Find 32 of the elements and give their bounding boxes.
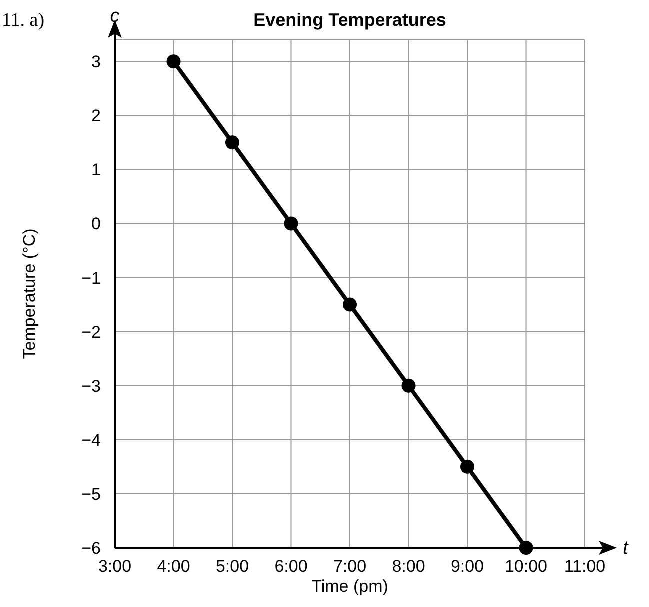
x-tick-label: 11:00 xyxy=(564,557,606,576)
y-tick-label: −5 xyxy=(82,484,101,504)
text: 11. a) xyxy=(2,10,45,31)
x-tick-label: 6:00 xyxy=(274,557,308,576)
text: c xyxy=(110,6,120,27)
x-tick-label: 5:00 xyxy=(216,557,250,576)
point xyxy=(284,216,298,231)
point xyxy=(166,54,181,69)
x-tick-label: 9:00 xyxy=(450,557,484,576)
text: t xyxy=(623,538,629,559)
y-axis-title: Temperature (°C) xyxy=(20,228,39,360)
y-tick-label: −6 xyxy=(82,539,101,558)
y-tick-label: 1 xyxy=(92,160,101,180)
x-axis-title: Time (pm) xyxy=(312,577,388,596)
y-tick-label: −4 xyxy=(82,430,101,450)
point xyxy=(226,136,240,150)
chart-title: Evening Temperatures xyxy=(254,10,446,30)
point xyxy=(402,378,416,393)
y-tick-label: 0 xyxy=(92,214,101,234)
x-tick-label: 8:00 xyxy=(392,557,426,576)
y-tick-label: 2 xyxy=(92,106,101,126)
y-tick-label: −3 xyxy=(82,376,101,396)
point xyxy=(519,541,534,555)
x-tick-label: 4:00 xyxy=(157,557,190,576)
y-tick-label: −1 xyxy=(82,268,101,288)
point xyxy=(343,298,357,312)
y-tick-label: 3 xyxy=(92,52,101,72)
x-tick-label: 10:00 xyxy=(504,557,548,576)
x-tick-label: 3:00 xyxy=(98,557,132,576)
y-tick-label: −2 xyxy=(82,322,101,342)
point xyxy=(460,460,474,474)
x-tick-label: 7:00 xyxy=(333,557,367,576)
